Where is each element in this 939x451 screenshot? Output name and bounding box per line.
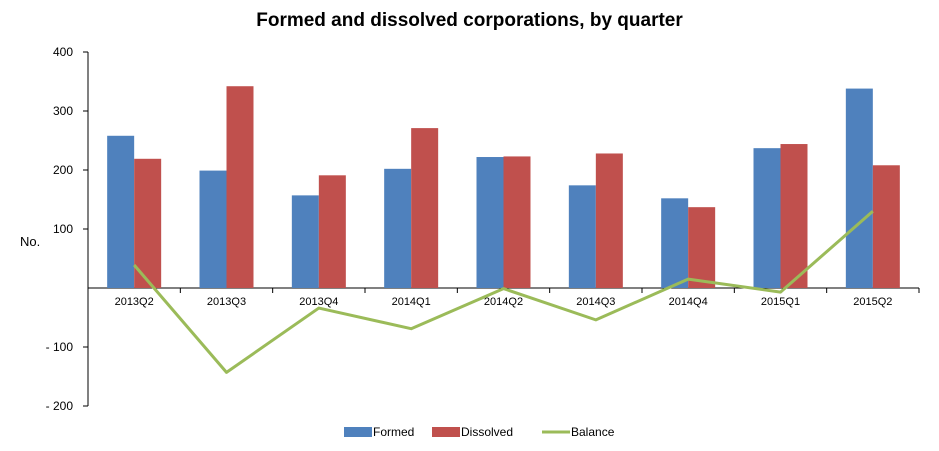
legend: Formed Dissolved Balance [344,425,615,439]
legend-label-dissolved: Dissolved [461,425,513,439]
bar-dissolved-2014q3 [595,153,623,288]
bar-formed-2013q4 [291,195,319,288]
y-tick-label: 300 [53,104,73,118]
bar-dissolved-2014q2 [503,156,531,288]
legend-label-balance: Balance [571,425,615,439]
legend-label-formed: Formed [373,425,414,439]
y-axis-ticks: 400 300 200 100 - 100 - 200 [46,45,88,413]
category-label: 2013Q4 [299,296,338,308]
bar-series-group [107,86,900,288]
bar-dissolved-2015q2 [872,165,900,288]
bar-formed-2013q2 [107,135,135,288]
bar-formed-2014q4 [661,198,689,288]
chart-title: Formed and dissolved corporations, by qu… [256,10,683,31]
category-label: 2014Q3 [576,296,615,308]
bar-dissolved-2013q3 [226,86,254,288]
bar-formed-2015q1 [753,148,781,288]
category-label: 2014Q1 [392,296,431,308]
bar-dissolved-2014q1 [411,128,439,288]
bar-dissolved-2013q4 [318,175,346,288]
bar-formed-2013q3 [199,170,227,288]
line-series-group [133,210,874,374]
category-label: 2014Q4 [669,296,708,308]
category-label: 2015Q2 [853,296,892,308]
category-label: 2013Q3 [207,296,246,308]
legend-swatch-formed [344,427,372,437]
category-label: 2015Q1 [761,296,800,308]
y-tick-label: - 100 [46,340,74,354]
bar-dissolved-2015q1 [780,144,808,288]
bar-formed-2014q2 [476,157,504,288]
y-axis-title: No. [20,234,40,249]
y-tick-label: 200 [53,163,73,177]
bar-formed-2015q2 [845,88,873,288]
bar-dissolved-2013q2 [134,158,162,288]
category-label: 2014Q2 [484,296,523,308]
bar-formed-2014q3 [568,185,596,288]
bar-formed-2014q1 [384,168,412,288]
legend-swatch-dissolved [432,427,460,437]
y-tick-label: 100 [53,222,73,236]
category-label: 2013Q2 [115,296,154,308]
bar-dissolved-2014q4 [688,207,716,288]
category-labels: 2013Q2 2013Q3 2013Q4 2014Q1 2014Q2 2014Q3 2014… [115,288,920,308]
y-tick-label: - 200 [46,399,74,413]
y-tick-label: 400 [53,45,73,59]
